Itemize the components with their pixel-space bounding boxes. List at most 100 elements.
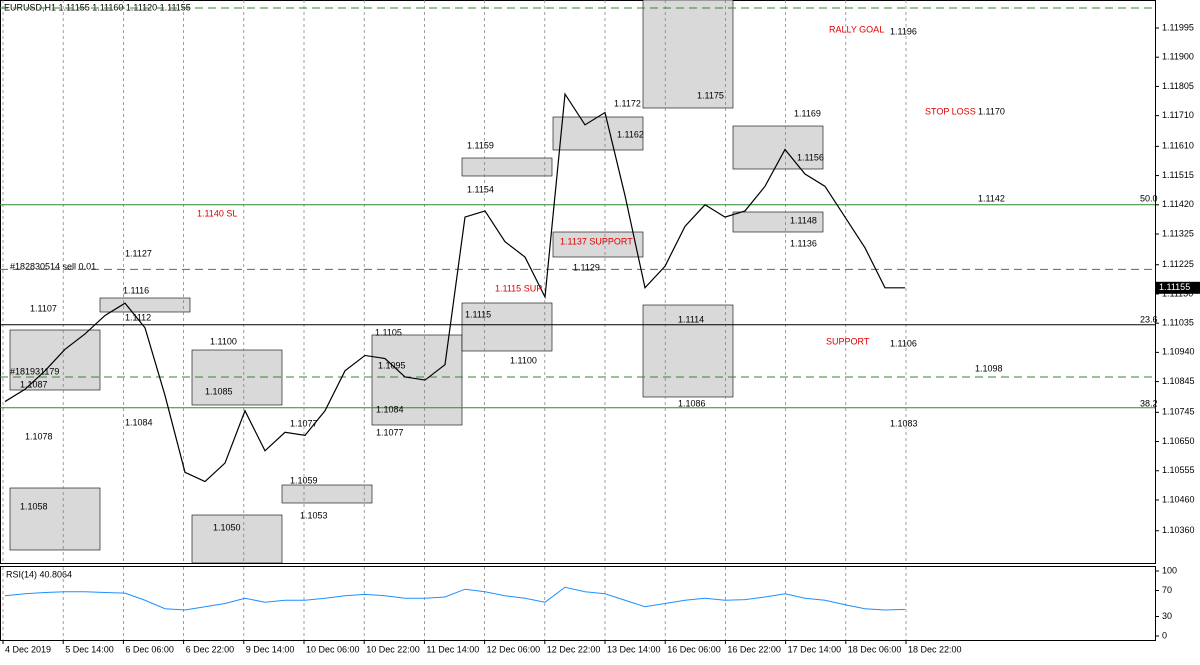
annotation: 1.1107 [30, 303, 57, 313]
y-tick-label: 1.11225 [1162, 259, 1194, 269]
x-tick-label: 5 Dec 14:00 [65, 644, 114, 654]
y-tick-label: 1.11900 [1162, 52, 1194, 62]
x-tick-label: 17 Dec 14:00 [788, 644, 842, 654]
x-tick-label: 12 Dec 22:00 [547, 644, 601, 654]
annotation: 38.2 [1140, 398, 1158, 408]
annotation: 1.1136 [790, 238, 817, 248]
zone [552, 116, 644, 151]
annotation: 1.1078 [25, 431, 53, 441]
zone [191, 349, 283, 406]
x-tick-label: 11 Dec 14:00 [426, 644, 479, 654]
annotation: 1.1162 [617, 129, 644, 139]
annotation: STOP LOSS [925, 106, 976, 116]
current-price: 1.11155 [1159, 282, 1190, 292]
annotation: RALLY GOAL [829, 24, 884, 34]
rsi-tick-label: 0 [1162, 630, 1167, 640]
x-tick-label: 10 Dec 22:00 [366, 644, 420, 654]
zone [642, 0, 734, 109]
zone [191, 514, 283, 564]
zone [9, 487, 101, 551]
annotation: 1.1115 SUP [495, 283, 542, 293]
annotation: 1.1100 [510, 355, 537, 365]
y-tick-label: 1.11325 [1162, 228, 1194, 238]
x-tick-label: 10 Dec 06:00 [306, 644, 360, 654]
zone [552, 231, 644, 258]
rsi-label: RSI(14) 40.8064 [6, 569, 72, 579]
price-line [4, 92, 905, 483]
zone [99, 297, 191, 313]
annotation: 1.1086 [678, 398, 706, 408]
y-tick-label: 1.10555 [1162, 465, 1195, 475]
y-tick-label: 1.11710 [1162, 110, 1194, 120]
annotation: 1.1106 [890, 338, 917, 348]
y-tick-label: 1.10845 [1162, 376, 1195, 386]
annotation: 1.1115 [465, 309, 491, 319]
annotation: 1.1095 [378, 360, 406, 370]
annotation: 1.1085 [205, 386, 233, 396]
current-price-box [1156, 281, 1200, 294]
y-tick-label: 1.10650 [1162, 436, 1195, 446]
x-tick-label: 12 Dec 06:00 [487, 644, 541, 654]
y-tick-label: 1.11995 [1162, 22, 1194, 32]
annotation: 1.1170 [978, 106, 1005, 116]
rsi-line [4, 586, 906, 611]
annotation: 23.6 [1140, 314, 1158, 324]
x-tick-label: 16 Dec 06:00 [667, 644, 721, 654]
annotation: 1.1127 [125, 248, 152, 258]
annotation: 1.1112 [125, 312, 151, 322]
y-tick-label: 1.10460 [1162, 494, 1195, 504]
annotation: #182830514 sell 0.01 [10, 261, 96, 271]
annotation: 1.1156 [797, 152, 824, 162]
annotation: 1.1084 [376, 404, 404, 414]
y-tick-label: 1.10360 [1162, 525, 1195, 535]
y-tick-label: 1.10745 [1162, 407, 1195, 417]
annotation: 1.1142 [978, 193, 1005, 203]
annotation: SUPPORT [826, 336, 870, 346]
annotation: 1.1105 [375, 327, 402, 337]
annotation: 1.1159 [467, 140, 494, 150]
rsi-tick-label: 30 [1162, 611, 1172, 621]
zones [9, 0, 824, 564]
annotation: 1.1053 [300, 510, 328, 520]
annotation: 1.1169 [794, 108, 821, 118]
annotation: 1.1196 [890, 26, 917, 36]
annotation: 1.1058 [20, 501, 48, 511]
rsi-tick-label: 70 [1162, 585, 1172, 595]
y-tick-label: 1.11805 [1162, 81, 1194, 91]
annotation: 1.1148 [790, 215, 817, 225]
y-tick-label: 1.11610 [1162, 141, 1194, 151]
annotation: 1.1116 [123, 285, 149, 295]
annotation: 1.1114 [678, 314, 704, 324]
zone [461, 302, 553, 352]
annotation: 1.1137 SUPPORT [560, 236, 633, 246]
annotation: 1.1175 [697, 90, 724, 100]
y-tick-label: 1.10940 [1162, 347, 1195, 357]
x-tick-label: 18 Dec 06:00 [848, 644, 902, 654]
x-tick-label: 4 Dec 2019 [5, 644, 51, 654]
chart-header: EURUSD,H1 1.11155 1.11160 1.11120 1.1115… [4, 2, 191, 12]
y-tick-label: 1.11420 [1162, 199, 1194, 209]
rsi-tick-label: 100 [1162, 565, 1177, 575]
zone [281, 484, 373, 504]
annotation: 1.1140 SL [197, 208, 237, 218]
x-tick-label: 6 Dec 22:00 [186, 644, 235, 654]
rsi-panel [0, 566, 1156, 641]
annotation: 1.1087 [20, 379, 48, 389]
x-tick-label: 18 Dec 22:00 [908, 644, 962, 654]
annotation: 50.0 [1140, 193, 1158, 203]
x-tick-label: 13 Dec 14:00 [607, 644, 661, 654]
annotation: 1.1084 [125, 417, 153, 427]
y-tick-label: 1.11515 [1162, 170, 1194, 180]
annotation: 1.1059 [290, 475, 318, 485]
x-tick-label: 6 Dec 06:00 [125, 644, 174, 654]
x-tick-label: 9 Dec 14:00 [246, 644, 295, 654]
main-panel [0, 0, 1156, 564]
annotation: 1.1129 [573, 262, 600, 272]
annotation: 1.1172 [614, 98, 641, 108]
annotation: 1.1154 [467, 184, 494, 194]
annotation: 1.1077 [290, 418, 318, 428]
zone [461, 157, 553, 177]
annotation: 1.1050 [213, 522, 241, 532]
annotation: 1.1077 [376, 427, 404, 437]
